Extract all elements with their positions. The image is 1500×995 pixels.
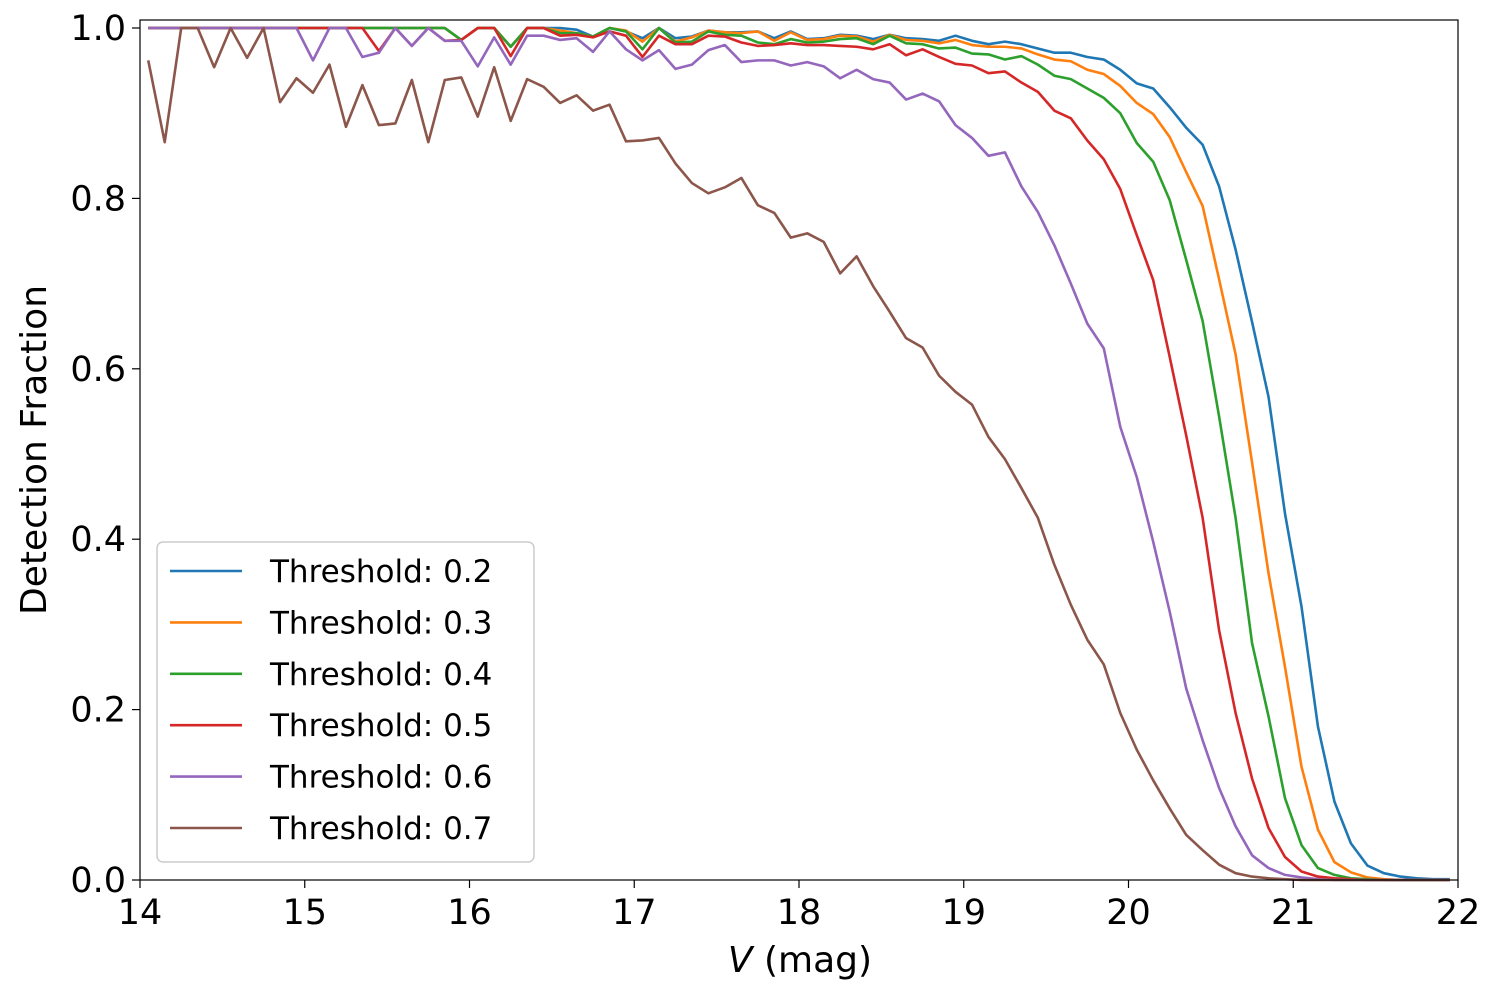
legend-label: Threshold: 0.2 (269, 554, 492, 590)
y-axis-label: Detection Fraction (14, 285, 55, 615)
y-tick-label: 0.6 (70, 350, 126, 390)
x-axis-label: V (mag) (728, 940, 872, 981)
x-tick-label: 16 (447, 893, 492, 933)
legend-item: Threshold: 0.7 (170, 811, 492, 847)
legend-label: Threshold: 0.4 (269, 657, 492, 693)
legend-label: Threshold: 0.6 (269, 760, 492, 796)
x-tick-label: 19 (941, 893, 986, 933)
legend: Threshold: 0.2 Threshold: 0.3 Threshold: 0… (156, 541, 535, 863)
legend-item: Threshold: 0.2 (170, 554, 492, 590)
series-layer (146, 26, 1450, 882)
x-axis-ticks: 14 15 16 17 18 19 20 21 22 (118, 880, 1481, 933)
legend-label: Threshold: 0.5 (269, 708, 492, 744)
series-line-threshold-0-5 (148, 26, 1450, 882)
y-tick-label: 0.0 (70, 861, 126, 901)
legend-item: Threshold: 0.3 (170, 605, 492, 641)
x-tick-label: 22 (1436, 893, 1481, 933)
x-axis-label-unit: (mag) (753, 940, 873, 981)
y-tick-label: 1.0 (70, 9, 126, 49)
x-axis-label-variable: V (728, 940, 755, 981)
legend-items: Threshold: 0.2 Threshold: 0.3 Threshold: 0… (170, 554, 492, 847)
series-line-threshold-0-7 (146, 26, 1450, 882)
y-tick-label: 0.8 (70, 179, 126, 219)
x-tick-label: 15 (282, 893, 327, 933)
y-tick-label: 0.4 (70, 520, 126, 560)
legend-item: Threshold: 0.4 (170, 657, 492, 693)
legend-item: Threshold: 0.6 (170, 760, 492, 796)
y-tick-label: 0.2 (70, 691, 126, 731)
legend-label: Threshold: 0.3 (269, 605, 492, 641)
x-tick-label: 20 (1106, 893, 1151, 933)
x-tick-label: 17 (612, 893, 657, 933)
x-tick-label: 18 (777, 893, 822, 933)
series-line-threshold-0-6 (148, 26, 1450, 882)
legend-item: Threshold: 0.5 (170, 708, 492, 744)
series-line-threshold-0-4 (148, 26, 1450, 882)
y-axis-ticks: 0.0 0.2 0.4 0.6 0.8 1.0 (70, 9, 140, 901)
legend-box (156, 541, 535, 863)
x-tick-label: 21 (1271, 893, 1316, 933)
x-tick-label: 14 (118, 893, 163, 933)
legend-label: Threshold: 0.7 (269, 811, 492, 847)
